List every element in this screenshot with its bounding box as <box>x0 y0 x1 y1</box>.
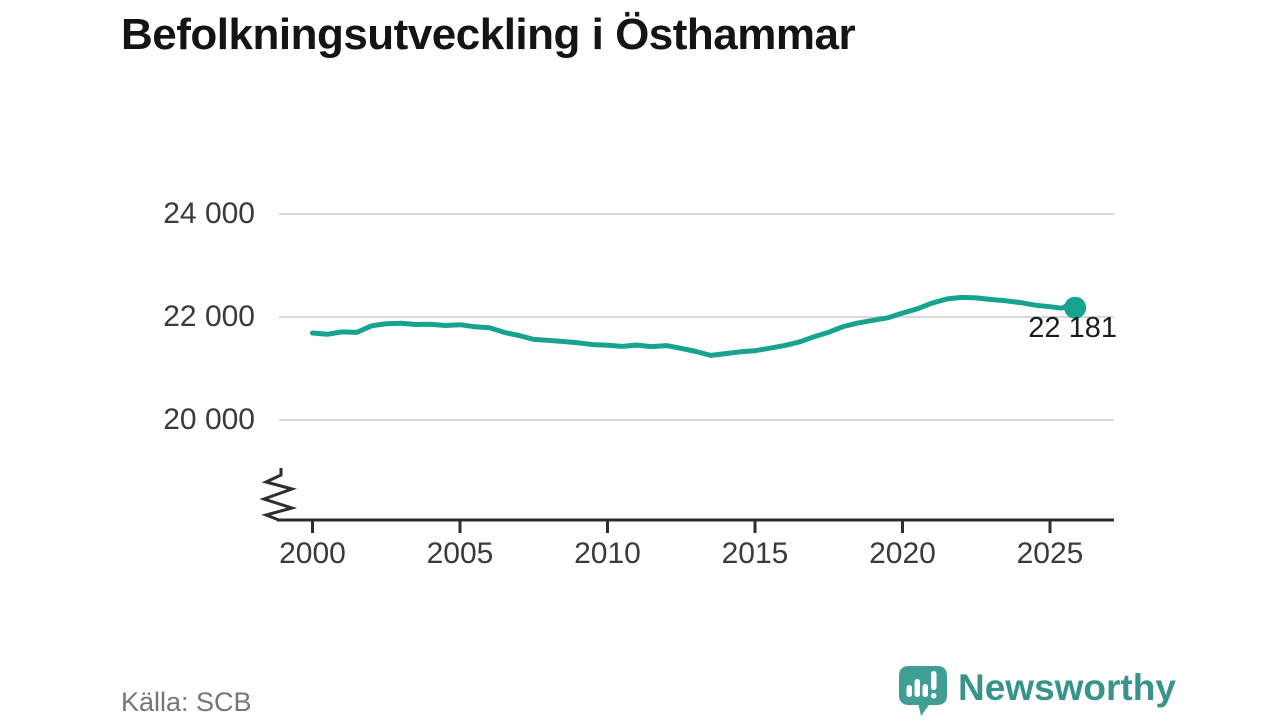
x-axis-tick-label: 2020 <box>869 537 936 570</box>
y-axis-break-icon <box>259 468 298 522</box>
gridlines <box>279 213 1114 421</box>
x-axis-tick-label: 2000 <box>279 537 346 570</box>
x-axis-ticks <box>311 520 1052 533</box>
newsworthy-logo-icon <box>899 666 947 716</box>
end-value-label: 22 181 <box>1028 312 1117 344</box>
population-line <box>310 294 1078 358</box>
x-axis-tick-label: 2010 <box>574 537 641 570</box>
y-axis-tick-label: 20 000 <box>163 403 255 436</box>
brand-lockup: Newsworthy <box>898 664 1176 720</box>
x-axis-tick-label: 2025 <box>1016 537 1084 570</box>
x-axis-tick-label: 2005 <box>426 537 494 570</box>
y-axis-tick-label: 24 000 <box>163 197 255 230</box>
x-axis-tick-label: 2015 <box>721 537 789 570</box>
y-axis-tick-label: 22 000 <box>163 300 255 333</box>
brand-name: Newsworthy <box>958 667 1176 708</box>
chart-title: Befolkningsutveckling i Östhammar <box>121 10 856 59</box>
end-point-dot <box>1064 296 1087 319</box>
source-text: Källa: SCB <box>121 687 252 717</box>
